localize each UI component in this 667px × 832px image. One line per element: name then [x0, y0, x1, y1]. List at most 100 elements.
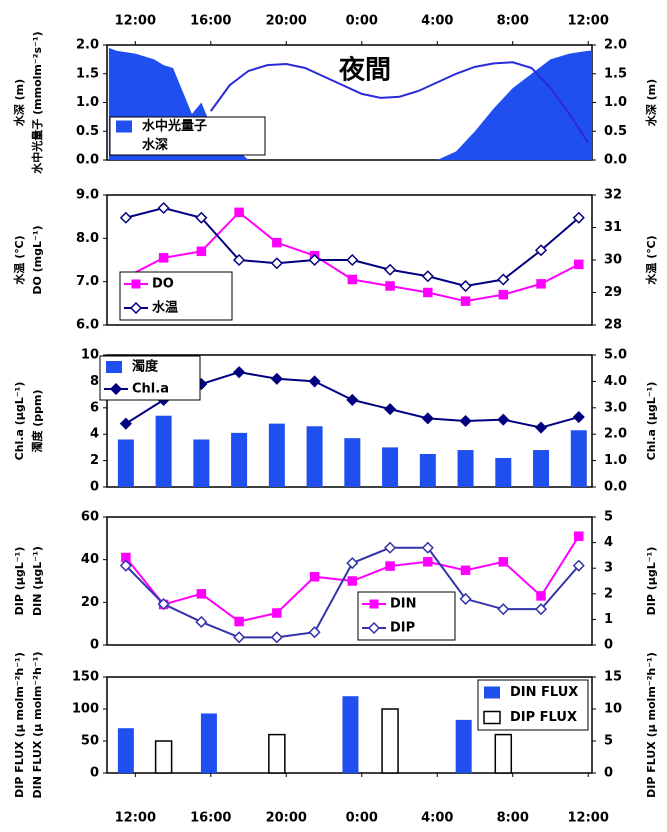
y2-axis-label: DIP (μgL⁻¹) — [645, 547, 658, 616]
point — [347, 576, 358, 586]
y2-tick-label: 28 — [604, 318, 622, 333]
y-axis-label: 濁度 (ppm) — [30, 389, 44, 452]
point — [498, 289, 509, 300]
bar — [154, 740, 173, 774]
bar — [117, 728, 134, 773]
x-tick-label: 8:00 — [497, 811, 529, 826]
legend-marker — [367, 621, 381, 635]
y2-tick-label: 2.0 — [604, 38, 627, 53]
y-tick-label: 1.0 — [76, 95, 99, 110]
y2-tick-label: 2.0 — [604, 427, 627, 442]
point — [270, 631, 283, 644]
x-tick-label: 12:00 — [115, 811, 156, 826]
y-tick-label: 9.0 — [76, 188, 99, 203]
y2-tick-label: 4.0 — [604, 374, 627, 389]
y-tick-label: 4 — [90, 427, 99, 442]
point — [308, 375, 321, 388]
point — [384, 541, 397, 554]
y2-axis-label: DIP FLUX (μ molm⁻²h⁻¹) — [645, 652, 658, 798]
y-tick-label: 7.0 — [76, 274, 99, 289]
y2-tick-label: 30 — [604, 253, 622, 268]
y-tick-label: 60 — [81, 510, 99, 525]
point — [119, 211, 132, 224]
point — [233, 366, 246, 379]
y2-tick-label: 15 — [604, 670, 622, 685]
bar — [570, 430, 587, 487]
legend-marker — [109, 382, 123, 396]
y-tick-label: 2.0 — [76, 38, 99, 53]
point — [460, 565, 471, 576]
bar — [457, 450, 474, 487]
point — [270, 257, 283, 270]
legend-label: DO — [152, 277, 174, 292]
y2-axis-label: Chl.a (μgL⁻¹) — [645, 382, 658, 461]
bar — [495, 457, 512, 487]
bar — [268, 733, 286, 774]
y-tick-label: 0 — [90, 480, 99, 495]
line — [209, 61, 590, 144]
point — [196, 246, 207, 257]
y-axis-label: 水深 (m) — [12, 79, 26, 126]
point — [308, 626, 321, 639]
point — [272, 608, 282, 618]
y-axis-label: DO (mgL⁻¹) — [31, 225, 44, 294]
point — [385, 281, 395, 291]
y-axis-label: DIP (μgL⁻¹) — [13, 547, 26, 616]
legend-box — [109, 116, 266, 156]
point — [157, 201, 170, 215]
legend-label: 水温 — [152, 300, 178, 316]
point — [234, 207, 244, 218]
point — [574, 259, 584, 270]
bar — [231, 432, 248, 487]
point — [534, 603, 548, 616]
y2-tick-label: 5 — [604, 510, 613, 525]
point — [460, 296, 471, 306]
point — [270, 372, 283, 385]
y2-tick-label: 0.0 — [604, 153, 627, 168]
bar — [381, 708, 399, 774]
y-tick-label: 6 — [90, 400, 99, 415]
y2-tick-label: 2 — [604, 586, 613, 601]
bar — [344, 438, 361, 487]
y2-tick-label: 32 — [604, 188, 622, 203]
y-tick-label: 0.0 — [76, 153, 99, 168]
x-tick-label: 0:00 — [346, 14, 378, 29]
y2-tick-label: 0.0 — [604, 480, 627, 495]
point — [421, 270, 434, 283]
bar — [494, 733, 513, 774]
legend-label: DIN — [390, 597, 417, 612]
point — [572, 559, 585, 572]
y-tick-label: 0 — [90, 638, 99, 653]
point — [119, 559, 132, 572]
point — [421, 412, 434, 425]
plot-frame — [106, 516, 593, 646]
point — [308, 253, 321, 267]
y2-tick-label: 10 — [604, 702, 622, 717]
point — [384, 403, 397, 416]
x-tick-label: 0:00 — [346, 811, 378, 826]
y-tick-label: 8.0 — [76, 231, 99, 246]
legend-marker — [131, 279, 141, 289]
point — [459, 414, 472, 428]
y-tick-label: 20 — [81, 595, 99, 610]
point — [536, 279, 546, 289]
y-axis-label: Chl.a (μgL⁻¹) — [13, 382, 26, 461]
legend-label: DIP FLUX — [510, 710, 577, 725]
y2-tick-label: 1 — [604, 612, 613, 627]
bar — [342, 696, 359, 773]
x-tick-label: 20:00 — [266, 811, 307, 826]
legend-marker — [369, 599, 379, 609]
legend-label: 濁度 — [132, 359, 159, 375]
y2-tick-label: 0.5 — [604, 124, 627, 139]
point — [574, 531, 584, 541]
y-tick-label: 2 — [90, 453, 99, 468]
bar — [200, 713, 217, 773]
x-tick-label: 12:00 — [568, 811, 609, 826]
point — [534, 421, 548, 434]
y2-tick-label: 3 — [604, 561, 613, 576]
legend-label: DIN FLUX — [510, 685, 578, 700]
legend-label: 水中光量子 — [142, 118, 207, 134]
y-axis-label: 水温 (℃) — [12, 235, 26, 284]
x-tick-label: 12:00 — [568, 14, 609, 29]
